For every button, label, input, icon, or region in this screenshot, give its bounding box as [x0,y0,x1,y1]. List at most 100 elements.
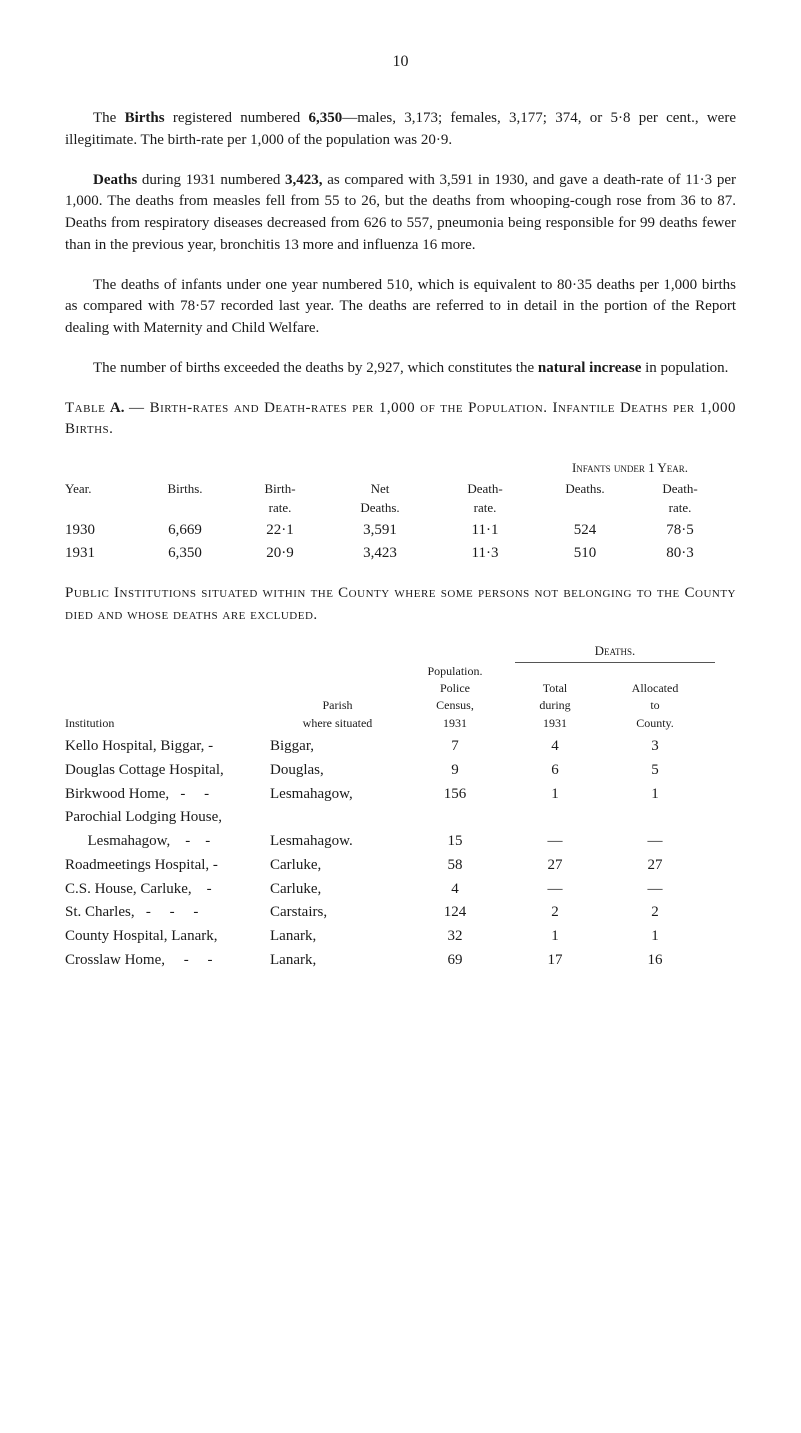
table2-deaths-header: Deaths. [515,642,715,661]
table2-cell-pop: 124 [405,902,505,924]
table1-infants-header: Infants under 1 Year. [535,459,725,478]
table2-cell-pop: 69 [405,950,505,972]
table1-cell-drate: 11·3 [435,543,535,565]
table2-cell-total [505,807,605,829]
paragraph-3: The deaths of infants under one year num… [65,275,736,340]
table2-cell-inst: County Hospital, Lanark, [65,926,270,948]
table1-header-births: Births. [135,480,235,518]
table1-cell-brate: 22·1 [235,520,325,542]
table2: Deaths. Institution Parishwhere situated… [65,642,736,972]
table1-cell-netdeaths: 3,591 [325,520,435,542]
table1-row: 19306,66922·13,59111·152478·5 [65,520,736,542]
section-paragraph: Public Institutions situated within the … [65,583,736,627]
table2-cell-pop: 156 [405,784,505,806]
table2-cell-parish: Biggar, [270,736,405,758]
text: registered numbered [165,110,309,126]
table1-header-netdeaths: NetDeaths. [325,480,435,518]
bold-text: 3,423, [285,172,323,188]
table1-cell-births: 6,350 [135,543,235,565]
table2-row: Kello Hospital, Biggar, -Biggar,743 [65,736,736,758]
table2-cell-total: 2 [505,902,605,924]
table2-row: Lesmahagow, - -Lesmahagow.15—— [65,831,736,853]
table2-row: Douglas Cottage Hospital,Douglas,965 [65,760,736,782]
table1-header-deathrate: Death-rate. [435,480,535,518]
table2-header-row: Institution Parishwhere situated Populat… [65,663,736,733]
table1-cell-deaths: 524 [535,520,635,542]
table2-cell-pop: 9 [405,760,505,782]
table2-header-parish: Parishwhere situated [270,697,405,732]
table1-cell-births: 6,669 [135,520,235,542]
table1-header-year: Year. [65,480,135,518]
table2-cell-inst: Parochial Lodging House, [65,807,270,829]
table1-cell-drate: 11·1 [435,520,535,542]
table1-cell-drate2: 80·3 [635,543,725,565]
table2-row: County Hospital, Lanark,Lanark,3211 [65,926,736,948]
bold-text: Births [125,110,165,126]
paragraph-2: Deaths during 1931 numbered 3,423, as co… [65,170,736,257]
text: — Birth-rates and Death-rates per 1,000 … [65,400,736,438]
table2-cell-parish: Lesmahagow, [270,784,405,806]
table2-row: Crosslaw Home, - -Lanark,691716 [65,950,736,972]
text: The [93,110,125,126]
table2-cell-inst: Roadmeetings Hospital, - [65,855,270,877]
table2-cell-parish: Lanark, [270,926,405,948]
table2-row: Parochial Lodging House, [65,807,736,829]
table2-cell-pop: 4 [405,879,505,901]
page-number: 10 [65,50,736,73]
table2-cell-parish: Carluke, [270,879,405,901]
table2-cell-alloc: 1 [605,784,705,806]
table2-cell-inst: Lesmahagow, - - [65,831,270,853]
table1: Infants under 1 Year. Year. Births. Birt… [65,459,736,565]
table2-cell-total: 27 [505,855,605,877]
bold-text: 6,350 [308,110,342,126]
table2-cell-alloc: — [605,831,705,853]
table2-header-alloc: AllocatedtoCounty. [605,680,705,732]
table2-header-total: Totalduring1931 [505,680,605,732]
table2-cell-alloc [605,807,705,829]
table1-cell-year: 1931 [65,543,135,565]
table2-cell-pop: 58 [405,855,505,877]
bold-text: A. [110,400,125,416]
table1-cell-deaths: 510 [535,543,635,565]
paragraph-1: The Births registered numbered 6,350—mal… [65,108,736,152]
table2-row: St. Charles, - - -Carstairs,12422 [65,902,736,924]
table2-cell-total: 1 [505,926,605,948]
table1-cell-drate2: 78·5 [635,520,725,542]
table1-title: Table A. — Birth-rates and Death-rates p… [65,398,736,442]
table2-cell-inst: Douglas Cottage Hospital, [65,760,270,782]
table2-cell-parish: Carstairs, [270,902,405,924]
table1-header-deaths: Deaths. [535,480,635,518]
table2-cell-total: 17 [505,950,605,972]
table2-cell-total: 1 [505,784,605,806]
table2-cell-total: — [505,831,605,853]
text: Table [65,400,105,416]
table2-cell-inst: Birkwood Home, - - [65,784,270,806]
table2-cell-pop: 7 [405,736,505,758]
table2-cell-alloc: 2 [605,902,705,924]
table2-cell-alloc: 5 [605,760,705,782]
table2-cell-inst: St. Charles, - - - [65,902,270,924]
table2-cell-pop: 32 [405,926,505,948]
table2-cell-inst: Kello Hospital, Biggar, - [65,736,270,758]
bold-text: Deaths [93,172,137,188]
table1-row: 19316,35020·93,42311·351080·3 [65,543,736,565]
table2-cell-alloc: 16 [605,950,705,972]
table2-cell-total: 6 [505,760,605,782]
text: during 1931 numbered [137,172,285,188]
text: The number of births exceeded the deaths… [93,360,538,376]
table2-cell-alloc: 3 [605,736,705,758]
table1-header-row: Year. Births. Birth-rate. NetDeaths. Dea… [65,480,736,518]
table2-cell-alloc: 1 [605,926,705,948]
table2-cell-parish: Carluke, [270,855,405,877]
table2-cell-parish: Lanark, [270,950,405,972]
table2-cell-parish: Lesmahagow. [270,831,405,853]
table2-row: Roadmeetings Hospital, -Carluke,582727 [65,855,736,877]
table2-cell-pop [405,807,505,829]
table2-header-pop: Population.PoliceCensus,1931 [405,663,505,733]
table2-cell-pop: 15 [405,831,505,853]
table1-cell-year: 1930 [65,520,135,542]
table1-cell-brate: 20·9 [235,543,325,565]
table2-cell-inst: C.S. House, Carluke, - [65,879,270,901]
table2-row: Birkwood Home, - -Lesmahagow,15611 [65,784,736,806]
paragraph-4: The number of births exceeded the deaths… [65,358,736,380]
